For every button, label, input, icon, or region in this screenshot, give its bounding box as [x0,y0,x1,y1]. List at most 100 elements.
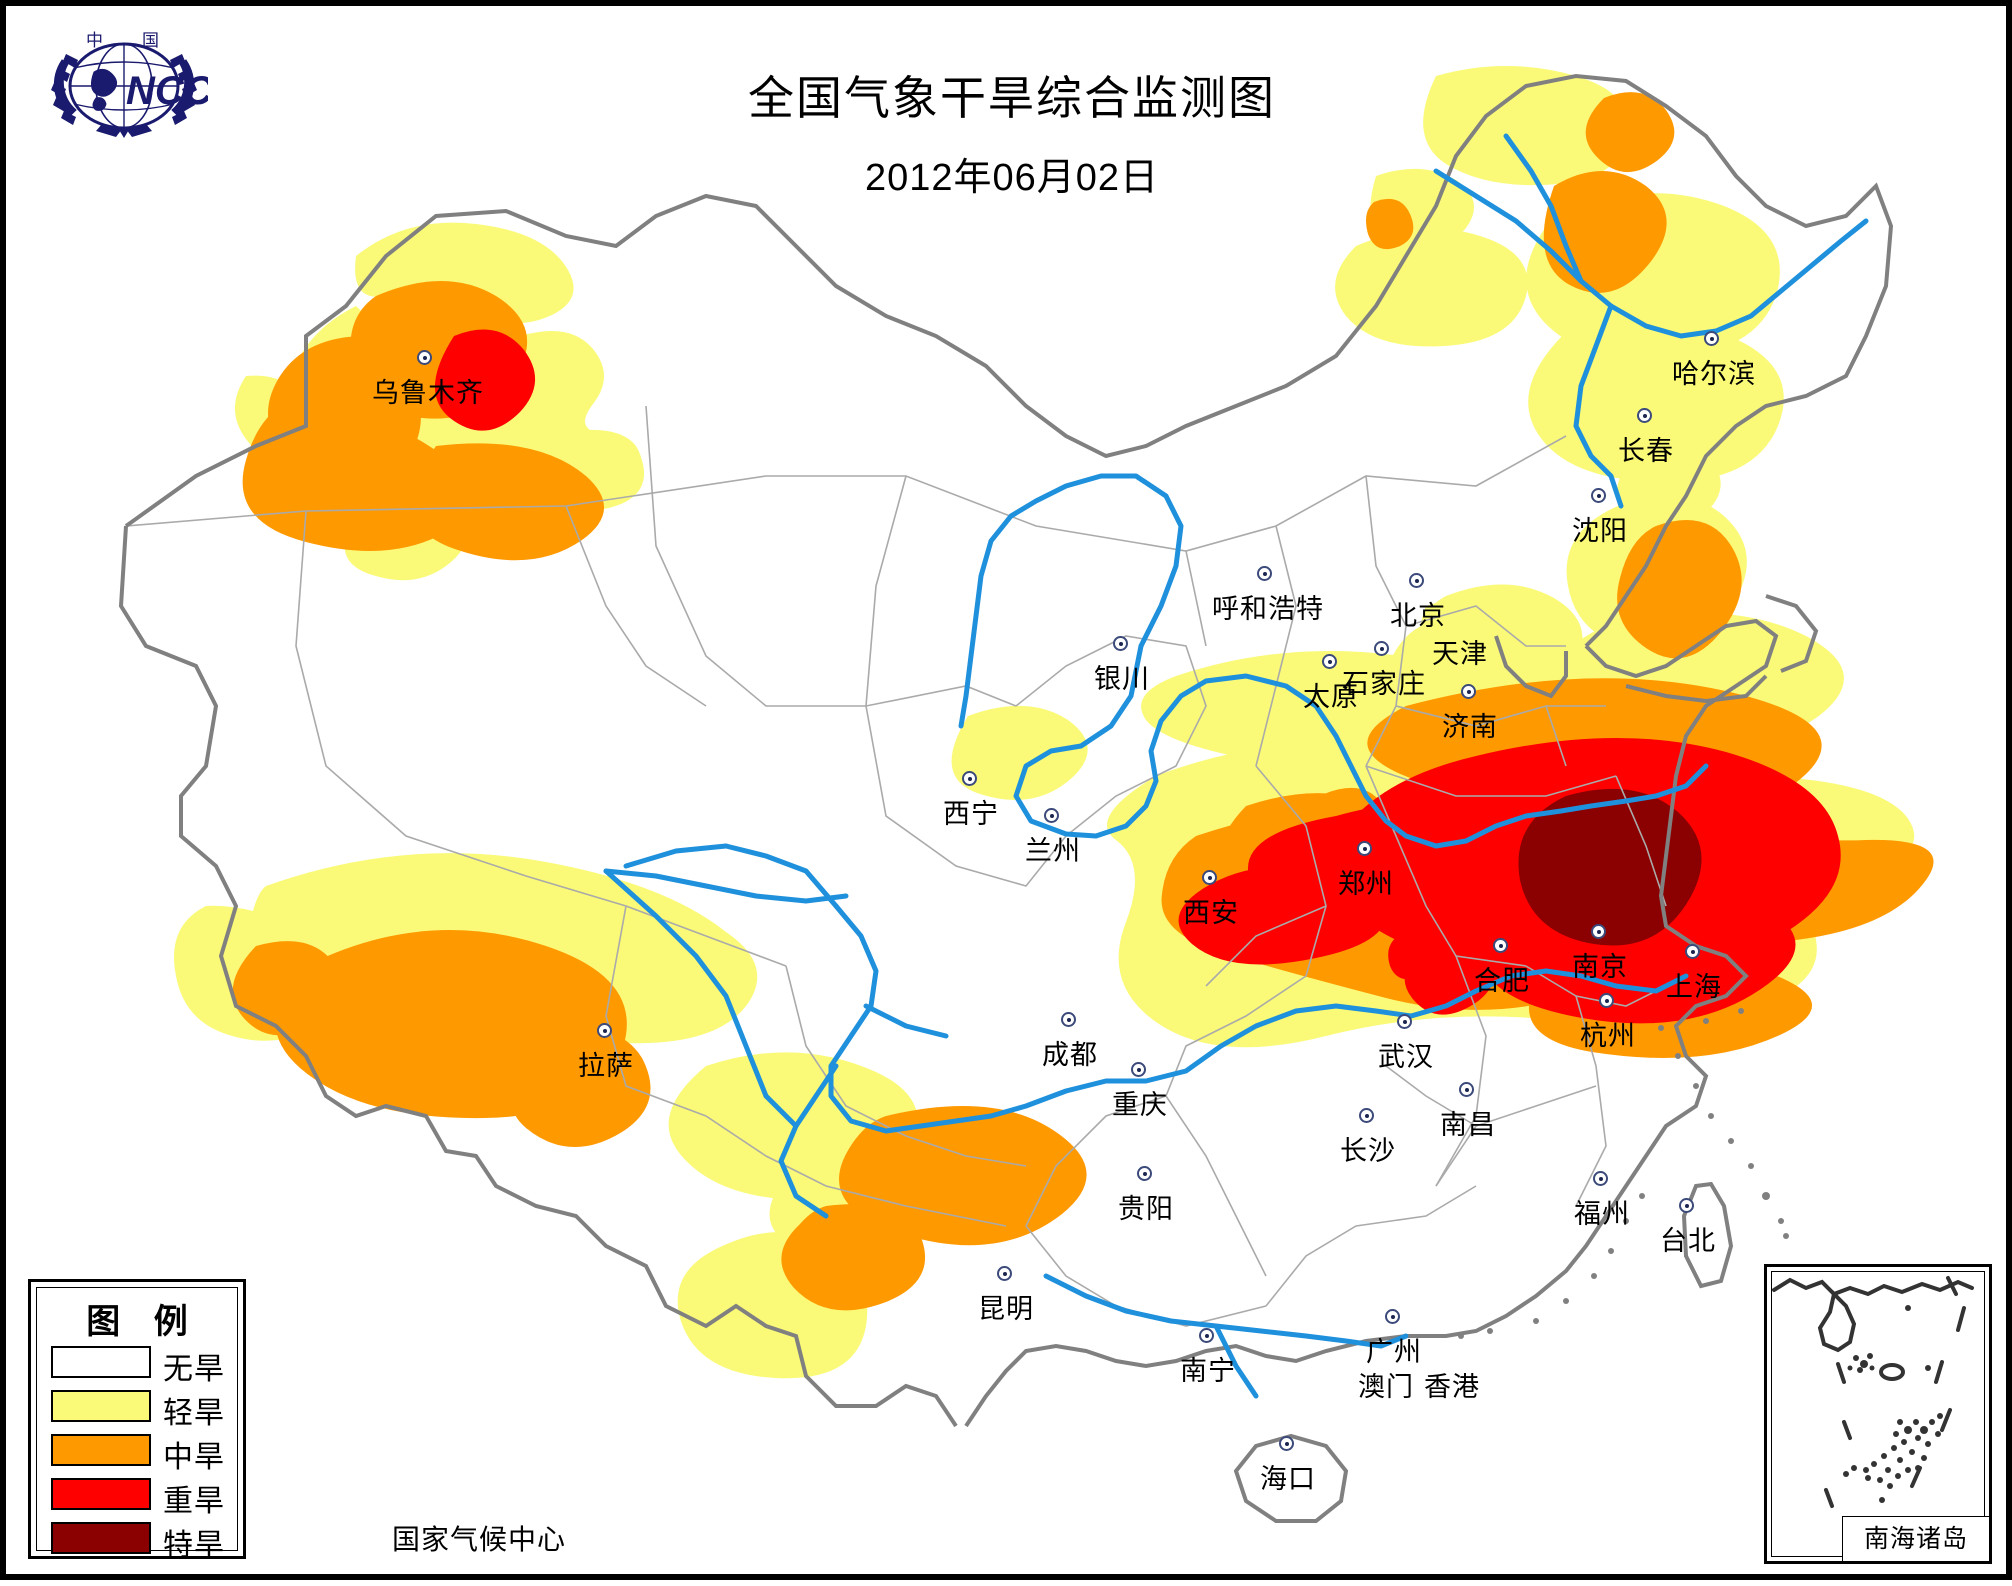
city-marker-dot [1359,1108,1374,1123]
drought-layer-extreme [1518,788,1702,946]
city-label: 银川 [1094,664,1150,694]
city-label: 北京 [1390,601,1446,631]
page-title: 全国气象干旱综合监测图 [748,72,1276,124]
city-marker-dot [1279,1436,1294,1451]
rivers [603,133,1869,1399]
city-label: 澳门 [1358,1372,1414,1402]
city-marker-dot [1202,870,1217,885]
city-label: 南宁 [1180,1356,1236,1386]
city-marker-dot [962,771,977,786]
legend-label: 无旱 [163,1353,225,1386]
city-label: 成都 [1042,1040,1098,1070]
legend-label: 特旱 [163,1529,225,1562]
city-marker-dot [1044,808,1059,823]
city-label: 合肥 [1474,966,1530,996]
city-label: 福州 [1574,1199,1630,1229]
city-marker-dot [1137,1166,1152,1181]
city-label: 武汉 [1378,1042,1434,1072]
legend-row: 轻旱 [51,1390,241,1430]
city-marker-dot [1591,488,1606,503]
city-label: 呼和浩特 [1212,594,1324,624]
city-marker-dot [1113,636,1128,651]
legend-label: 中旱 [163,1441,225,1474]
city-label: 济南 [1442,712,1498,742]
city-marker-dot [1322,654,1337,669]
inset-frame [1771,1271,1985,1557]
legend-row: 中旱 [51,1434,241,1474]
city-label: 西宁 [943,799,999,829]
map-canvas [6,6,2012,1586]
china-drought-map [118,66,1934,1523]
legend-title: 图 例 [86,1303,200,1341]
svg-text:NCC: NCC [126,69,208,113]
city-marker-dot [1199,1328,1214,1343]
city-label: 南昌 [1440,1110,1496,1140]
inset-label: 南海诸岛 [1842,1516,1990,1562]
city-marker-dot [1685,944,1700,959]
city-marker-dot [997,1266,1012,1281]
city-marker-dot [1461,684,1476,699]
city-label: 杭州 [1580,1021,1636,1051]
city-marker-dot [1357,841,1372,856]
city-label: 广州 [1366,1337,1422,1367]
city-label: 南京 [1572,952,1628,982]
agency-credit: 国家气候中心 [392,1524,567,1555]
city-label: 拉萨 [578,1051,634,1081]
city-label: 兰州 [1025,836,1081,866]
city-marker-dot [1459,1082,1474,1097]
city-label: 太原 [1303,682,1359,712]
city-label: 石家庄 [1342,669,1426,699]
legend-swatch [51,1434,151,1466]
logo-cn-right: 国 [142,31,159,50]
legend-box: 图 例 无旱轻旱中旱重旱特旱 [28,1279,246,1562]
legend-swatch [51,1390,151,1422]
city-marker-dot [1493,938,1508,953]
city-marker-dot [1385,1309,1400,1324]
city-label: 哈尔滨 [1672,359,1756,389]
province-borders [125,405,1667,1327]
legend-row: 重旱 [51,1478,241,1518]
page-date: 2012年06月02日 [864,157,1160,199]
city-marker-dot [1637,408,1652,423]
legend-row: 特旱 [51,1522,241,1562]
city-label: 昆明 [978,1294,1034,1324]
city-marker-dot [1704,331,1719,346]
ncc-logo-graphic: NCC 中 国 [51,31,208,138]
legend-label: 重旱 [163,1485,225,1518]
city-marker-dot [1599,993,1614,1008]
legend-label: 轻旱 [163,1397,225,1430]
city-marker-dot [1679,1198,1694,1213]
city-marker-dot [1593,1171,1608,1186]
city-marker-dot [417,350,432,365]
city-label: 香港 [1424,1372,1480,1402]
coastal-island-speckle [1458,1008,1789,1339]
city-label: 重庆 [1112,1090,1168,1120]
legend-inner-frame: 图 例 无旱轻旱中旱重旱特旱 [36,1287,241,1562]
legend-swatch [51,1522,151,1554]
city-label: 乌鲁木齐 [372,378,484,408]
city-label: 沈阳 [1572,516,1628,546]
legend-swatch [51,1478,151,1510]
city-label: 台北 [1660,1226,1716,1256]
city-marker-dot [1374,641,1389,656]
city-marker-dot [1131,1062,1146,1077]
city-marker-dot [597,1023,612,1038]
ncc-logo: NCC 中 国 [40,20,208,140]
legend-row: 无旱 [51,1346,241,1386]
legend-swatch [51,1346,151,1378]
city-marker-dot [1409,573,1424,588]
city-label: 贵阳 [1118,1194,1174,1224]
city-label: 西安 [1183,898,1239,928]
logo-cn-left: 中 [86,31,103,50]
city-label: 长春 [1618,436,1674,466]
south-china-sea-islands-graphic [1772,1276,1974,1526]
south-china-sea-inset: 南海诸岛 [1764,1264,1992,1564]
city-label: 海口 [1260,1464,1316,1494]
city-label: 长沙 [1340,1136,1396,1166]
city-label: 郑州 [1338,869,1394,899]
city-marker-dot [1591,924,1606,939]
city-marker-dot [1061,1012,1076,1027]
city-label: 天津 [1432,639,1488,669]
city-label: 上海 [1666,972,1722,1002]
